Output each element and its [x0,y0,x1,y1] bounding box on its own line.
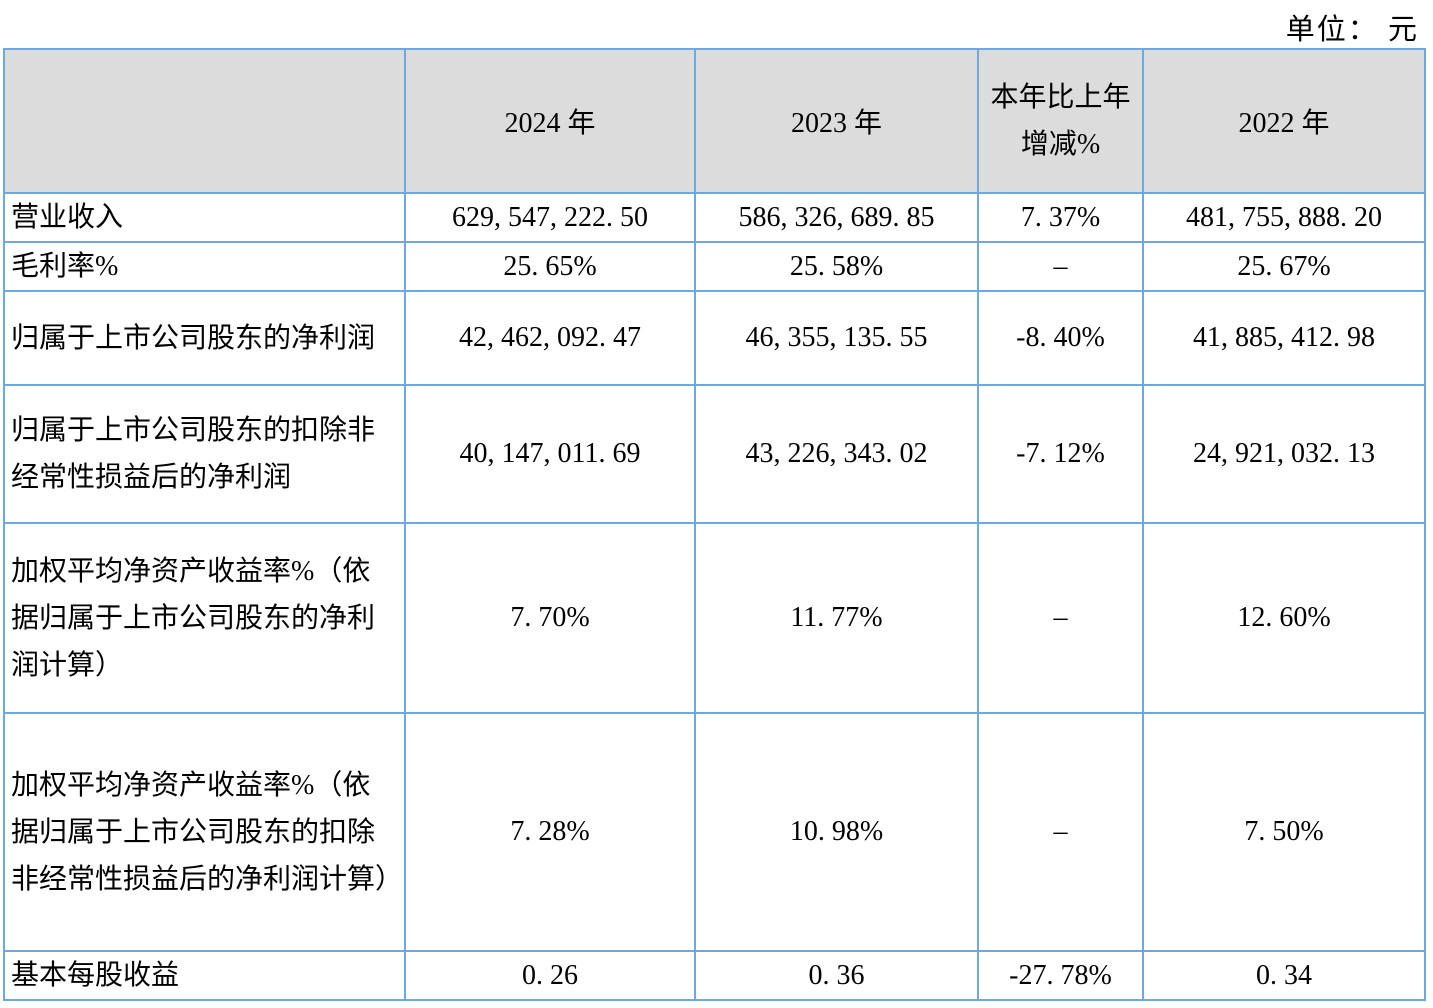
row-label: 加权平均净资产收益率%（依据归属于上市公司股东的净利润计算） [3,522,406,714]
row-label: 毛利率% [3,241,406,292]
table-row-roe-weighted: 加权平均净资产收益率%（依据归属于上市公司股东的净利润计算） 7. 70% 11… [3,522,1426,714]
cell-2024: 40, 147, 011. 69 [404,384,696,524]
cell-2023: 586, 326, 689. 85 [694,192,979,243]
cell-2024: 0. 26 [404,950,696,1001]
cell-2024: 25. 65% [404,241,696,292]
cell-yoy-change: -27. 78% [977,950,1144,1001]
cell-yoy-change: -7. 12% [977,384,1144,524]
financial-summary-table: 2024 年 2023 年 本年比上年增减% 2022 年 营业收入 629, … [3,48,1426,1001]
header-empty [3,48,406,194]
cell-2023: 43, 226, 343. 02 [694,384,979,524]
table-row-roe-weighted-deducted: 加权平均净资产收益率%（依据归属于上市公司股东的扣除非经常性损益后的净利润计算）… [3,712,1426,952]
cell-yoy-change: -8. 40% [977,290,1144,386]
header-2023: 2023 年 [694,48,979,194]
table-header-row: 2024 年 2023 年 本年比上年增减% 2022 年 [3,48,1426,194]
header-yoy-change: 本年比上年增减% [977,48,1144,194]
table-row-gross-margin: 毛利率% 25. 65% 25. 58% – 25. 67% [3,241,1426,292]
cell-yoy-change: – [977,712,1144,952]
table-row-basic-eps: 基本每股收益 0. 26 0. 36 -27. 78% 0. 34 [3,950,1426,1001]
cell-2023: 25. 58% [694,241,979,292]
table-row-net-profit-deducted: 归属于上市公司股东的扣除非经常性损益后的净利润 40, 147, 011. 69… [3,384,1426,524]
cell-2022: 25. 67% [1142,241,1426,292]
cell-2023: 46, 355, 135. 55 [694,290,979,386]
cell-yoy-change: 7. 37% [977,192,1144,243]
table-row-net-profit: 归属于上市公司股东的净利润 42, 462, 092. 47 46, 355, … [3,290,1426,386]
table-row-revenue: 营业收入 629, 547, 222. 50 586, 326, 689. 85… [3,192,1426,243]
cell-yoy-change: – [977,241,1144,292]
header-2022: 2022 年 [1142,48,1426,194]
row-label: 归属于上市公司股东的净利润 [3,290,406,386]
cell-2022: 12. 60% [1142,522,1426,714]
cell-2022: 0. 34 [1142,950,1426,1001]
cell-2023: 0. 36 [694,950,979,1001]
cell-2022: 24, 921, 032. 13 [1142,384,1426,524]
cell-2024: 629, 547, 222. 50 [404,192,696,243]
row-label: 营业收入 [3,192,406,243]
cell-2024: 7. 70% [404,522,696,714]
row-label: 归属于上市公司股东的扣除非经常性损益后的净利润 [3,384,406,524]
row-label: 加权平均净资产收益率%（依据归属于上市公司股东的扣除非经常性损益后的净利润计算） [3,712,406,952]
cell-yoy-change: – [977,522,1144,714]
cell-2022: 481, 755, 888. 20 [1142,192,1426,243]
row-label: 基本每股收益 [3,950,406,1001]
cell-2022: 41, 885, 412. 98 [1142,290,1426,386]
cell-2024: 7. 28% [404,712,696,952]
cell-2023: 10. 98% [694,712,979,952]
cell-2024: 42, 462, 092. 47 [404,290,696,386]
unit-label: 单位： 元 [1285,14,1419,46]
header-2024: 2024 年 [404,48,696,194]
cell-2023: 11. 77% [694,522,979,714]
cell-2022: 7. 50% [1142,712,1426,952]
